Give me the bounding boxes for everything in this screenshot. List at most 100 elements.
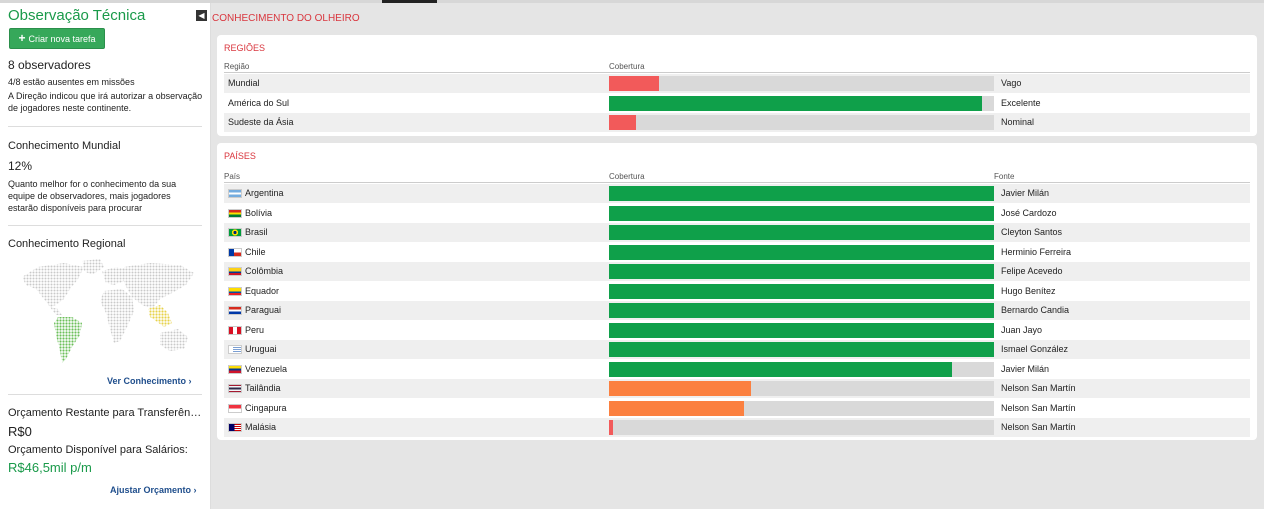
coverage-bar bbox=[609, 186, 994, 201]
table-row[interactable]: Malásia Nelson San Martín bbox=[224, 418, 1250, 437]
transfer-budget-title: Orçamento Restante para Transferências bbox=[8, 407, 204, 419]
countries-panel: PAÍSES País Cobertura Fonte Argentina Jav… bbox=[217, 143, 1257, 440]
flag-brasil-icon bbox=[228, 228, 242, 237]
row-name[interactable]: Chile bbox=[245, 246, 266, 257]
active-tab-indicator bbox=[382, 0, 437, 3]
direction-note: A Direção indicou que irá autorizar a ob… bbox=[8, 91, 203, 113]
source-scout[interactable]: Nelson San Martín bbox=[1001, 402, 1076, 413]
table-row[interactable]: Brasil Cleyton Santos bbox=[224, 223, 1250, 242]
source-scout[interactable]: Bernardo Candia bbox=[1001, 305, 1070, 315]
divider bbox=[8, 394, 202, 395]
divider bbox=[8, 126, 202, 127]
coverage-bar bbox=[609, 264, 994, 279]
table-row[interactable]: Paraguai Bernardo Candia bbox=[224, 301, 1250, 320]
create-task-button[interactable]: + Criar nova tarefa bbox=[9, 28, 105, 49]
coverage-bar bbox=[609, 381, 994, 396]
table-row[interactable]: Argentina Javier Milán bbox=[224, 184, 1250, 203]
world-knowledge-title: Conhecimento Mundial bbox=[8, 140, 121, 152]
flag-paraguai-icon bbox=[228, 306, 242, 315]
regions-panel: REGIÕES Região Cobertura Mundial Vago Amér… bbox=[217, 35, 1257, 136]
flag-chile-icon bbox=[228, 247, 242, 257]
row-name[interactable]: Tailândia bbox=[245, 383, 281, 393]
row-name[interactable]: Peru bbox=[245, 324, 265, 335]
table-row[interactable]: Sudeste da Ásia Nominal bbox=[224, 113, 1250, 132]
row-name[interactable]: Uruguai bbox=[245, 344, 277, 354]
coverage-fill bbox=[609, 95, 983, 111]
row-name[interactable]: Bolívia bbox=[245, 207, 273, 218]
col-header-coverage[interactable]: Cobertura bbox=[609, 62, 645, 71]
table-row[interactable]: Equador Hugo Benítez bbox=[224, 282, 1250, 301]
col-header-country[interactable]: País bbox=[224, 172, 241, 181]
table-row[interactable]: Uruguai Ismael González bbox=[224, 340, 1250, 359]
sidebar-title: Observação Técnica bbox=[8, 7, 146, 24]
absent-observers: 4/8 estão ausentes em missões bbox=[8, 77, 135, 87]
row-name[interactable]: Argentina bbox=[245, 188, 284, 198]
row-name[interactable]: Brasil bbox=[245, 227, 268, 237]
countries-title: PAÍSES bbox=[224, 151, 256, 161]
col-header-region[interactable]: Região bbox=[224, 62, 250, 71]
source-scout[interactable]: Ismael González bbox=[1001, 344, 1069, 354]
map-africa bbox=[100, 289, 134, 343]
coverage-label: Nominal bbox=[1001, 117, 1035, 127]
source-scout[interactable]: Nelson San Martín bbox=[1001, 383, 1076, 393]
table-row[interactable]: Bolívia José Cardozo bbox=[224, 204, 1250, 223]
row-name: América do Sul bbox=[228, 97, 290, 108]
coverage-bar bbox=[609, 400, 994, 416]
source-scout[interactable]: Felipe Acevedo bbox=[1001, 266, 1063, 276]
table-row[interactable]: Cingapura Nelson San Martín bbox=[224, 399, 1250, 418]
row-name[interactable]: Colômbia bbox=[245, 266, 284, 276]
source-scout[interactable]: José Cardozo bbox=[1001, 207, 1057, 218]
flag-bolivia-icon bbox=[228, 208, 242, 218]
world-map[interactable] bbox=[20, 259, 196, 367]
coverage-label: Vago bbox=[1001, 78, 1022, 88]
coverage-bar bbox=[609, 361, 994, 377]
header-divider bbox=[224, 72, 1250, 73]
divider bbox=[8, 225, 202, 226]
collapse-sidebar-icon[interactable]: ◀ bbox=[196, 10, 207, 21]
source-scout[interactable]: Nelson San Martín bbox=[1001, 422, 1076, 432]
col-header-source[interactable]: Fonte bbox=[994, 172, 1015, 181]
coverage-bar bbox=[609, 76, 994, 91]
flag-malasia-icon bbox=[228, 423, 242, 432]
table-row[interactable]: Venezuela Javier Milán bbox=[224, 360, 1250, 379]
chevron-right-icon: › bbox=[193, 485, 197, 495]
coverage-fill bbox=[609, 303, 994, 318]
flag-colombia-icon bbox=[228, 267, 242, 276]
source-scout[interactable]: Javier Milán bbox=[1001, 363, 1050, 374]
table-row[interactable]: Mundial Vago bbox=[224, 74, 1250, 93]
source-scout[interactable]: Javier Milán bbox=[1001, 188, 1050, 198]
row-name[interactable]: Equador bbox=[245, 285, 280, 296]
create-task-label: Criar nova tarefa bbox=[28, 34, 96, 44]
source-scout[interactable]: Herminio Ferreira bbox=[1001, 246, 1072, 257]
map-asia bbox=[124, 263, 194, 309]
map-southeast-asia bbox=[148, 305, 172, 327]
plus-icon: + bbox=[18, 31, 26, 45]
adjust-budget-link[interactable]: Ajustar Orçamento › bbox=[110, 485, 197, 495]
table-row[interactable]: Colômbia Felipe Acevedo bbox=[224, 262, 1250, 281]
source-scout[interactable]: Hugo Benítez bbox=[1001, 285, 1056, 296]
coverage-bar bbox=[609, 244, 994, 260]
row-name[interactable]: Malásia bbox=[245, 422, 277, 432]
coverage-bar bbox=[609, 95, 994, 111]
table-row[interactable]: Peru Juan Jayo bbox=[224, 321, 1250, 340]
table-row[interactable]: América do Sul Excelente bbox=[224, 94, 1250, 113]
col-header-coverage[interactable]: Cobertura bbox=[609, 172, 645, 181]
sidebar: Observação Técnica ◀ + Criar nova tarefa … bbox=[0, 3, 211, 509]
coverage-fill bbox=[609, 420, 613, 435]
flag-equador-icon bbox=[228, 286, 242, 296]
coverage-fill bbox=[609, 283, 994, 299]
source-scout[interactable]: Juan Jayo bbox=[1001, 324, 1043, 335]
see-knowledge-label: Ver Conhecimento bbox=[107, 376, 187, 386]
row-name[interactable]: Cingapura bbox=[245, 402, 287, 413]
header-divider bbox=[224, 182, 1250, 183]
row-name[interactable]: Paraguai bbox=[245, 305, 282, 315]
table-row[interactable]: Tailândia Nelson San Martín bbox=[224, 379, 1250, 398]
source-scout[interactable]: Cleyton Santos bbox=[1001, 227, 1063, 237]
row-name[interactable]: Venezuela bbox=[245, 363, 288, 374]
flag-cingapura-icon bbox=[228, 403, 242, 413]
see-knowledge-link[interactable]: Ver Conhecimento › bbox=[107, 376, 192, 386]
coverage-fill bbox=[609, 361, 952, 377]
table-row[interactable]: Chile Herminio Ferreira bbox=[224, 243, 1250, 262]
flag-tailandia-icon bbox=[228, 384, 242, 393]
coverage-bar bbox=[609, 420, 994, 435]
